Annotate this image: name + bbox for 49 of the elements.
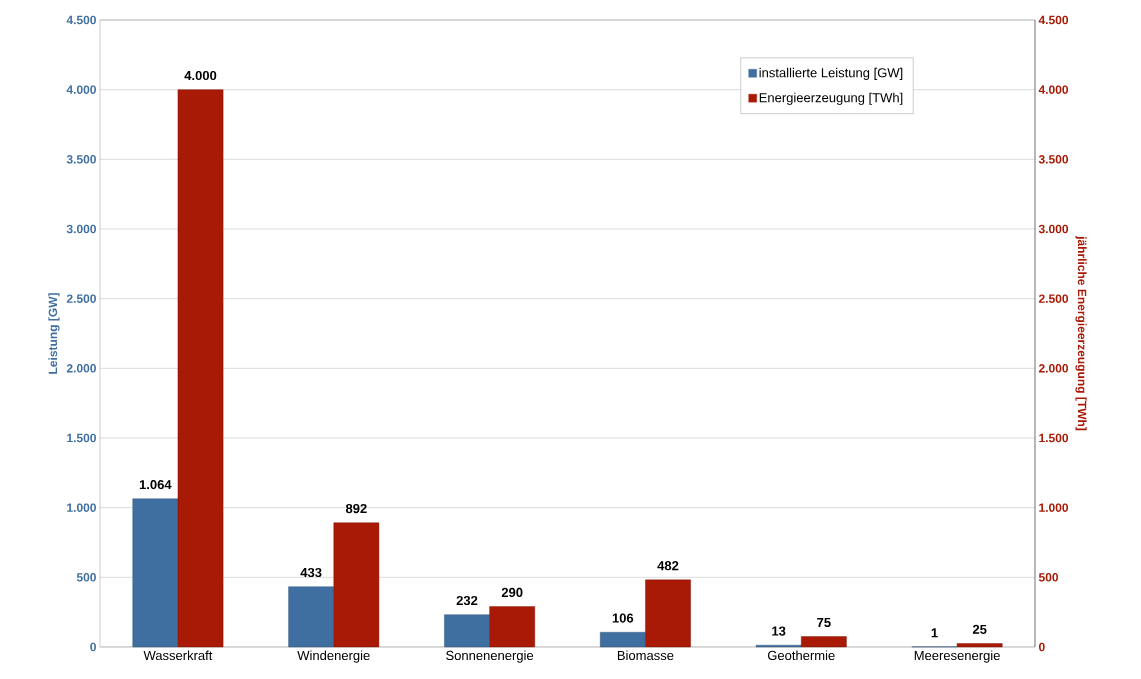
y-tick-label: 0 xyxy=(90,642,96,652)
data-label: 290 xyxy=(501,587,523,598)
legend-label: installierte Leistung [GW] xyxy=(759,67,903,80)
bar xyxy=(333,522,380,648)
bar xyxy=(177,89,224,648)
y-tick-label: 2.000 xyxy=(66,364,96,373)
y-tick-label: 4.000 xyxy=(66,85,96,94)
legend-label: Energieerzeugung [TWh] xyxy=(759,92,903,105)
y-tick-label: 1.500 xyxy=(67,433,96,443)
y2-tick-label: 0 xyxy=(1039,642,1045,652)
y2-axis-title: jährliche Energieerzeugung [TWh] xyxy=(1075,235,1087,431)
y2-tick-label: 500 xyxy=(1038,573,1059,582)
bar xyxy=(600,632,646,648)
bar xyxy=(645,579,691,648)
y-tick-label: 3.000 xyxy=(66,224,96,234)
y-tick-label: 500 xyxy=(76,573,96,582)
data-label: 75 xyxy=(817,617,831,627)
y2-tick-label: 4.500 xyxy=(1038,15,1069,25)
data-label: 106 xyxy=(612,613,634,623)
y2-tick-label: 1.500 xyxy=(1039,433,1069,443)
x-tick-label: Sonnenenergie xyxy=(446,650,534,663)
data-label: 25 xyxy=(972,624,987,634)
x-tick-label: Wasserkraft xyxy=(143,650,213,661)
data-label: 4.000 xyxy=(184,70,217,81)
x-tick-label: Windenergie xyxy=(297,650,370,663)
y-axis-title: Leistung [GW] xyxy=(48,293,60,374)
y2-tick-label: 1.000 xyxy=(1039,503,1069,512)
data-label: 433 xyxy=(300,567,322,578)
bar xyxy=(801,636,847,648)
data-label: 482 xyxy=(657,561,679,571)
y2-tick-label: 2.000 xyxy=(1038,364,1069,373)
y2-tick-label: 4.000 xyxy=(1038,85,1069,94)
data-label: 892 xyxy=(345,503,367,514)
x-tick-label: Geothermie xyxy=(767,650,835,661)
bar xyxy=(132,498,179,648)
x-tick-label: Meeresenergie xyxy=(914,650,1000,663)
y2-tick-label: 2.500 xyxy=(1038,294,1069,303)
y2-tick-label: 3.500 xyxy=(1038,155,1069,164)
data-label: 232 xyxy=(456,595,478,606)
bar xyxy=(956,643,1003,648)
y-tick-label: 1.000 xyxy=(67,503,96,512)
y-tick-label: 4.500 xyxy=(66,15,96,25)
data-label: 1 xyxy=(931,628,938,638)
y2-tick-label: 3.000 xyxy=(1038,224,1069,234)
data-label: 13 xyxy=(772,626,786,636)
x-tick-label: Biomasse xyxy=(617,650,674,661)
y-tick-label: 2.500 xyxy=(66,294,96,303)
data-label: 1.064 xyxy=(139,480,172,490)
y-tick-label: 3.500 xyxy=(66,155,96,164)
